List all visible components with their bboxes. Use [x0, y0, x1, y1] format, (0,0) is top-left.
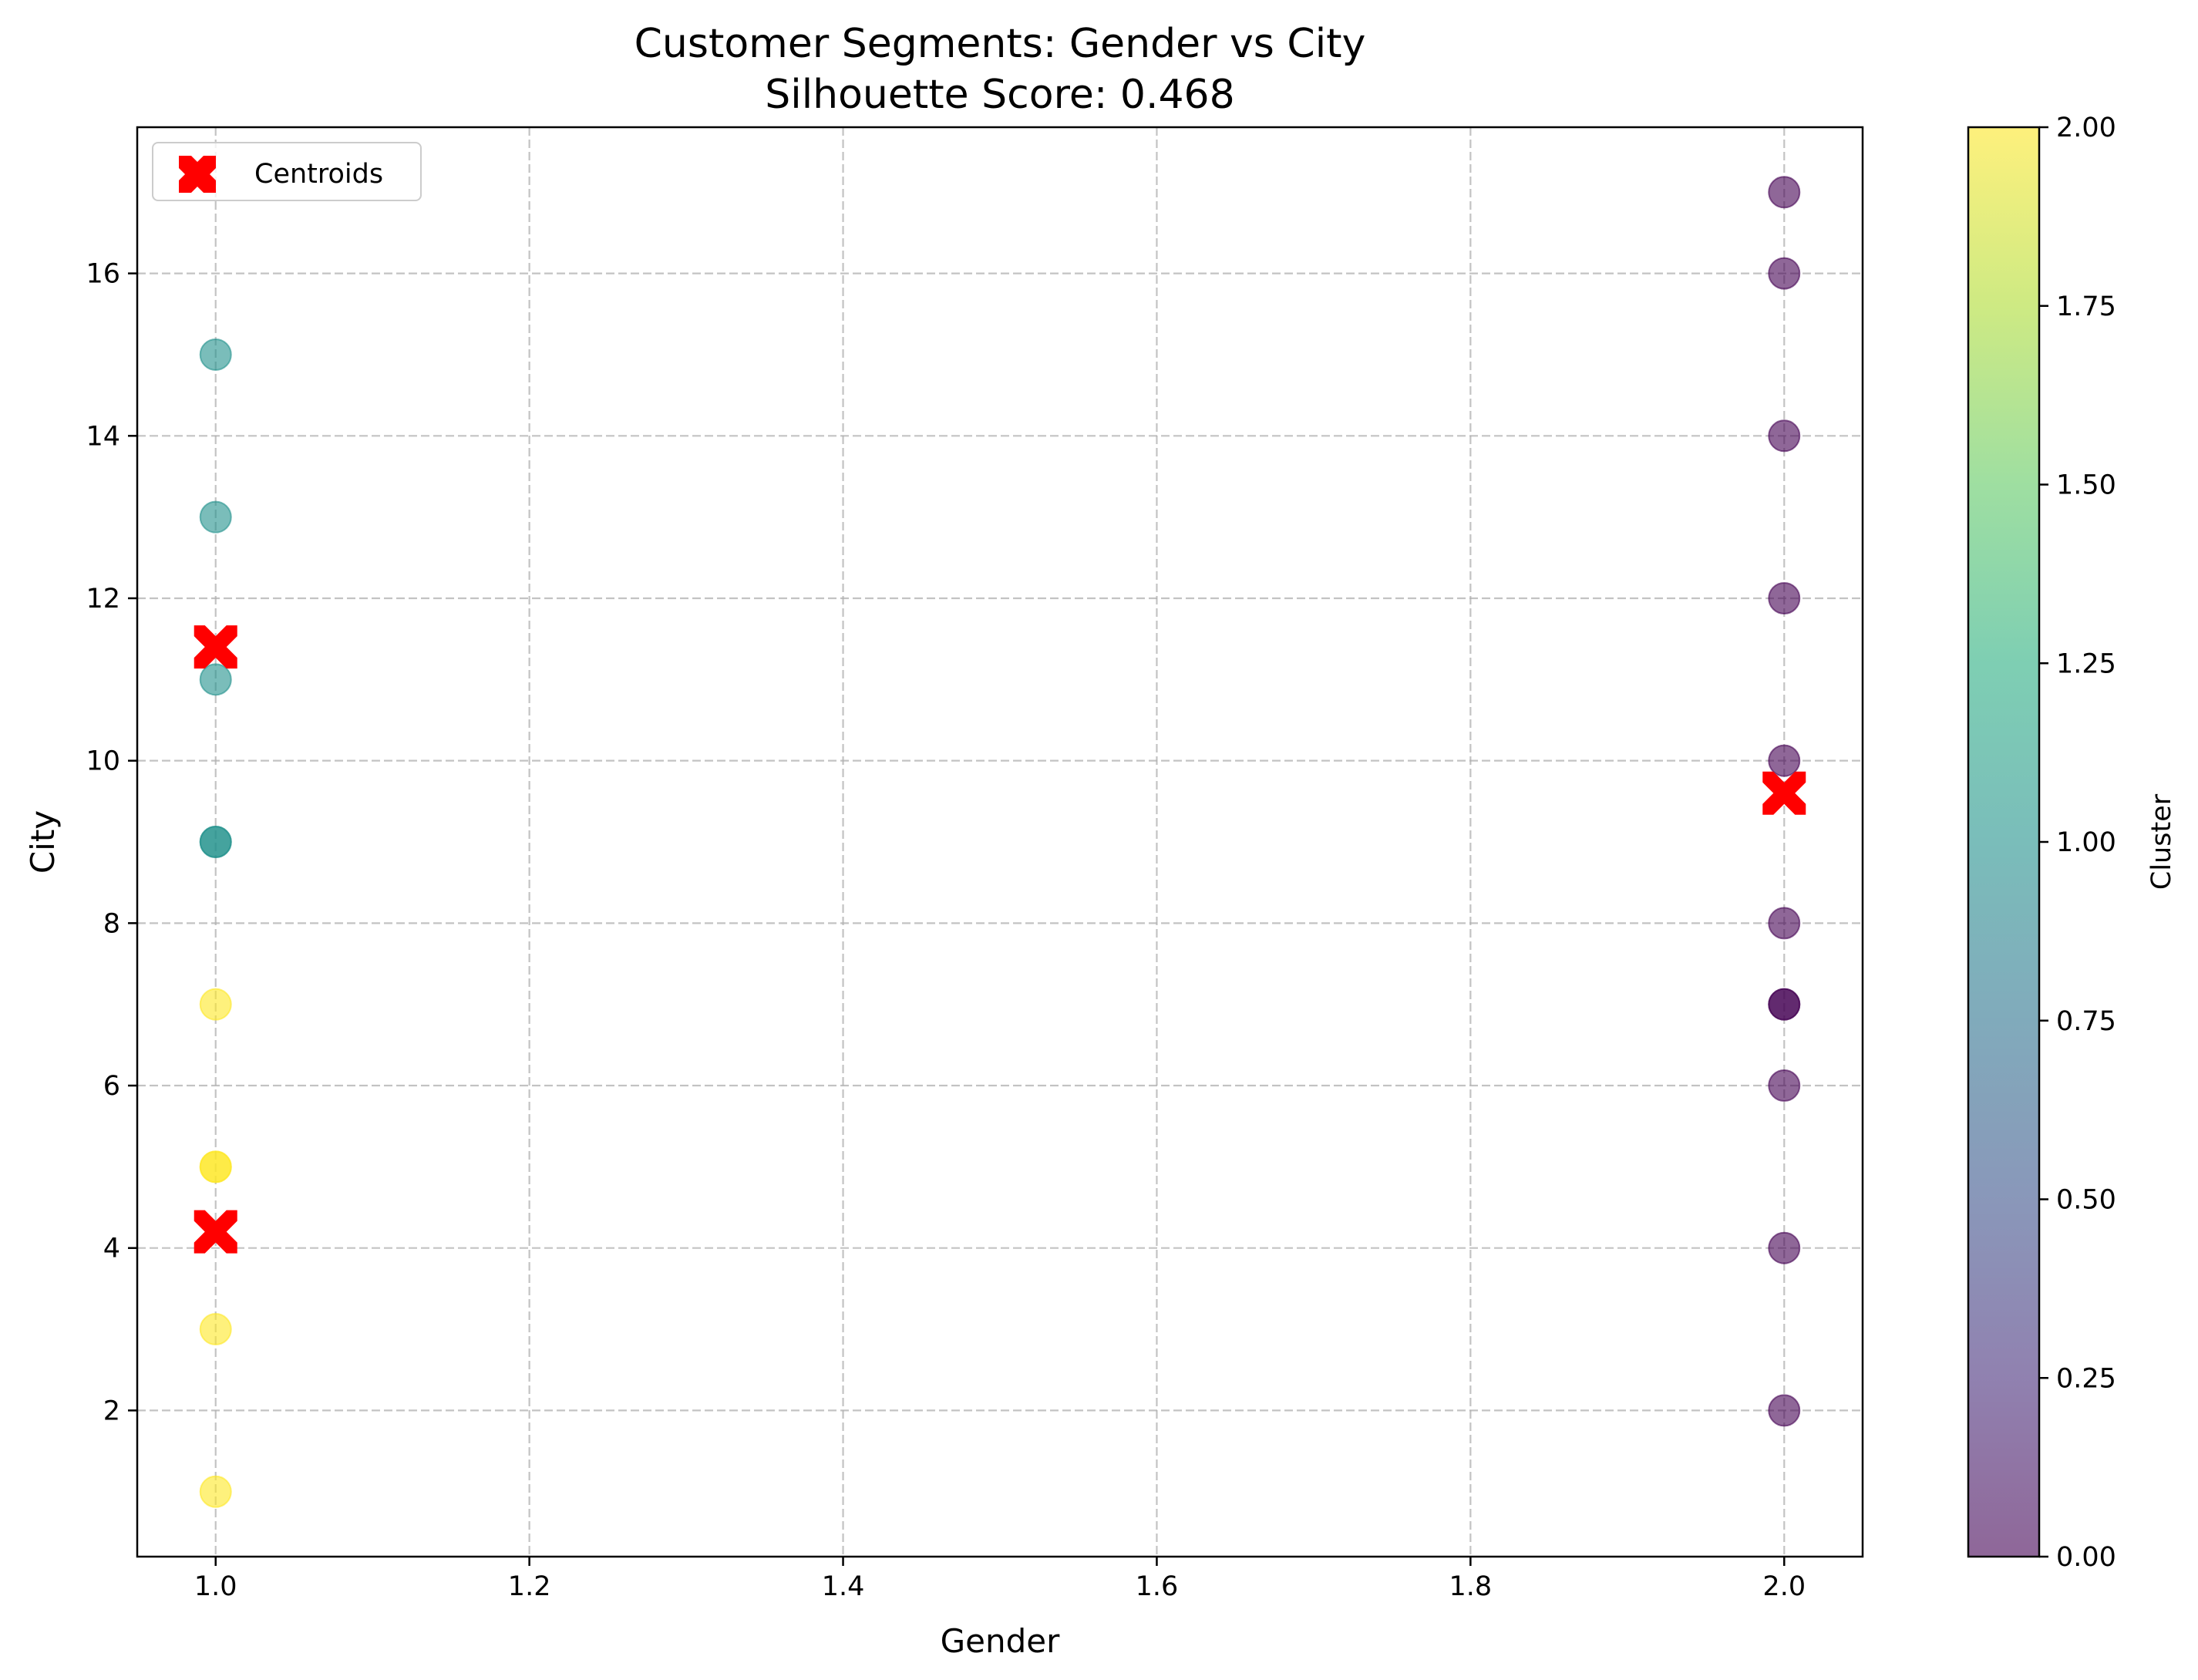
y-axis-label: City: [24, 810, 62, 874]
y-tick-label: 12: [86, 584, 120, 614]
colorbar-tick-label: 0.25: [2056, 1363, 2116, 1394]
y-tick-label: 6: [103, 1071, 120, 1102]
data-point: [199, 826, 232, 858]
grid: [137, 127, 1863, 1557]
colorbar-axis: 0.00 0.25 0.50 0.75 1.00 1.25 1.50 1.75 2.00: [2039, 113, 2116, 1573]
data-point: [1768, 1231, 1801, 1264]
x-tick-label: 1.4: [822, 1571, 865, 1602]
colorbar-tick-label: 1.00: [2056, 827, 2116, 858]
colorbar-label: Cluster: [2146, 793, 2177, 890]
data-point: [1768, 257, 1801, 290]
x-tick-label: 1.8: [1449, 1571, 1493, 1602]
x-tick-label: 1.0: [194, 1571, 237, 1602]
x-tick-label: 1.2: [508, 1571, 551, 1602]
centroid-x-icon: [1762, 771, 1806, 815]
y-tick-label: 14: [86, 421, 120, 452]
colorbar-tick-label: 0.00: [2056, 1542, 2116, 1573]
legend-label-centroids: Centroids: [254, 159, 383, 190]
colorbar-tick-label: 1.75: [2056, 291, 2116, 322]
data-point: [1768, 581, 1801, 614]
centroid-x-icon: [194, 625, 237, 669]
y-tick-label: 4: [103, 1234, 120, 1264]
x-tick-label: 2.0: [1762, 1571, 1806, 1602]
data-points: [199, 176, 1801, 1508]
legend: Centroids: [152, 142, 422, 201]
data-point: [199, 1150, 232, 1183]
colorbar-tick-label: 0.50: [2056, 1185, 2116, 1216]
y-tick-label: 2: [103, 1396, 120, 1426]
x-tick-label: 1.6: [1136, 1571, 1179, 1602]
x-axis-label: Gender: [941, 1622, 1061, 1660]
chart-title: Customer Segments: Gender vs City: [634, 21, 1366, 67]
data-point: [199, 988, 232, 1021]
data-point: [1768, 1069, 1801, 1103]
data-point: [199, 1475, 232, 1508]
x-axis: 1.0 1.2 1.4 1.6 1.8 2.0: [194, 1557, 1806, 1602]
data-point: [199, 1313, 232, 1346]
colorbar-tick-label: 1.25: [2056, 648, 2116, 679]
centroids: [194, 625, 1806, 1254]
data-point: [1768, 1394, 1801, 1427]
data-point: [1768, 744, 1801, 777]
data-point: [199, 500, 232, 534]
colorbar-tick-label: 2.00: [2056, 113, 2116, 143]
data-point: [1768, 907, 1801, 940]
centroid-x-icon: [194, 1210, 237, 1254]
data-point: [1768, 176, 1801, 209]
data-point: [1768, 419, 1801, 453]
data-point: [199, 338, 232, 371]
y-tick-label: 10: [86, 746, 120, 777]
colorbar-tick-label: 1.50: [2056, 470, 2116, 501]
y-tick-label: 16: [86, 259, 120, 290]
plot-area: [137, 127, 1863, 1557]
chart-subtitle: Silhouette Score: 0.468: [765, 72, 1234, 118]
legend-centroid-x-icon: [179, 156, 216, 193]
axes-frame: [136, 126, 1864, 1558]
data-point: [199, 663, 232, 696]
legend-box: [152, 142, 422, 201]
data-point: [1768, 988, 1801, 1021]
y-tick-label: 8: [103, 908, 120, 939]
colorbar: [1968, 127, 2039, 1557]
colorbar-tick-label: 0.75: [2056, 1006, 2116, 1037]
y-axis: 2 4 6 8 10 12 14 16: [86, 259, 137, 1426]
